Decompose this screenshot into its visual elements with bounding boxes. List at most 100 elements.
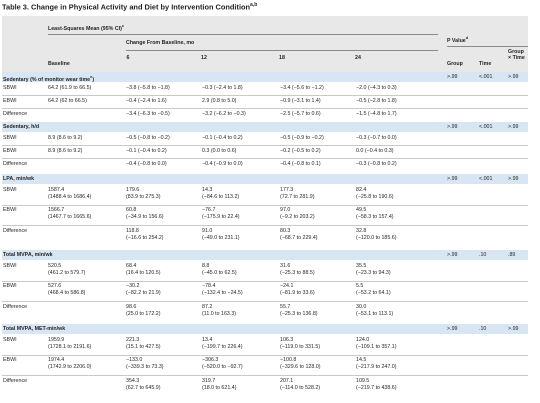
table-cell: (−25.3 to 88.5) <box>280 269 315 276</box>
table-cell: −2.0 (−4.3 to 0.3) <box>356 84 397 91</box>
table-cell: 82.4 <box>356 186 367 193</box>
row-divider <box>2 204 528 206</box>
table-cell: (−219.7 to 438.6) <box>356 384 397 391</box>
table-cell: (−16.6 to 254.2) <box>126 234 164 241</box>
table-cell: 319.7 <box>202 377 216 384</box>
table-cell: −3.2 (−6.2 to −0.3) <box>202 110 246 117</box>
table-cell: 64.2 (61.9 to 66.5) <box>48 84 92 91</box>
table-cell: 179.6 <box>126 186 140 193</box>
table-cell: (−199.7 to 226.4) <box>202 343 243 350</box>
column-header-group-time: Group × Time <box>508 49 525 62</box>
table-cell: −76.7 <box>202 207 216 213</box>
table-cell: 520.5 <box>48 262 62 269</box>
table-cell: (−49.0 to 231.1) <box>202 234 240 241</box>
table-cell: 35.5 <box>356 262 367 269</box>
table-cell: 91.0 <box>202 227 213 234</box>
p-value-group: >.99 <box>447 175 458 182</box>
table-cell: −0.5 (−0.8 to −0.2) <box>126 134 170 141</box>
table-cell: 98.6 <box>126 303 137 310</box>
table-cell: (−25.3 to 136.8) <box>280 310 318 317</box>
table-cell: −0.4 (−2.4 to 1.6) <box>126 97 167 104</box>
table-title: Table 3. Change in Physical Activity and… <box>2 2 258 12</box>
table-cell: −0.3 (−2.4 to 1.8) <box>202 84 243 91</box>
p-value-gxt: .89 <box>508 251 516 258</box>
section-header <box>2 250 528 260</box>
table-cell: −0.4 (−0.8 to 0.1) <box>280 160 321 167</box>
row-label: EBWI <box>3 147 17 154</box>
table-cell: (1467.7 to 1665.6) <box>48 214 92 220</box>
row-label: Difference <box>3 160 28 167</box>
table-cell: 1959.9 <box>48 336 65 343</box>
table-cell: (−45.0 to 62.5) <box>202 269 237 276</box>
table-cell: −30.2 <box>126 283 140 289</box>
row-divider <box>2 375 528 376</box>
table-cell: (−84.6 to 113.2) <box>202 193 240 200</box>
row-divider <box>2 354 528 356</box>
table-cell: −3.4 (−5.6 to −1.2) <box>280 84 324 91</box>
row-label: SBWI <box>3 336 17 343</box>
table-cell: 14.3 <box>202 186 213 193</box>
table-cell: −0.5 (−2.8 to 1.8) <box>356 97 397 104</box>
table-cell: 1566.7 <box>48 207 65 213</box>
table-cell: 87.2 <box>202 303 213 310</box>
table-cell: 221.3 <box>126 336 140 343</box>
table-cell: (−175.9 to 22.4) <box>202 214 240 220</box>
table-cell: −78.4 <box>202 283 216 289</box>
p-value-time: <.001 <box>479 73 493 80</box>
table-cell: (−109.1 to 357.1) <box>356 343 397 350</box>
table-cell: 527.6 <box>48 283 62 289</box>
group-header-least-squares-mean: Least-Squares Mean (95% CI)c <box>48 23 125 32</box>
table-cell: (468.4 to 586.8) <box>48 290 86 296</box>
table-cell: (18.0 to 621.4) <box>202 384 237 391</box>
table-cell: −3.8 (−5.8 to −1.8) <box>126 84 170 91</box>
table-cell: −0.9 (−3.1 to 1.4) <box>280 97 321 104</box>
row-label: EBWI <box>3 283 17 289</box>
header-rule-ls-mean <box>48 34 438 35</box>
section-header <box>2 324 528 334</box>
table-cell: 177.3 <box>280 186 294 193</box>
table-cell: (−119.0 to 331.5) <box>280 343 321 350</box>
header-rule-change <box>126 50 438 51</box>
table-cell: −0.3 (−0.7 to 0.0) <box>356 134 397 141</box>
table-cell: 68.4 <box>126 262 137 269</box>
table-cell: (−120.0 to 185.6) <box>356 234 397 241</box>
p-value-gxt: >.99 <box>508 325 519 332</box>
table-cell: (−68.7 to 229.4) <box>280 234 318 241</box>
table-cell: (−329.6 to 128.0) <box>280 364 321 370</box>
section-title: Sedentary (% of monitor wear timee) <box>3 73 95 83</box>
table-cell: (−23.3 to 94.3) <box>356 269 391 276</box>
table-cell: (−217.9 to 247.0) <box>356 364 397 370</box>
column-header-month-18: 18 <box>279 55 285 61</box>
p-value-group: >.99 <box>447 251 458 258</box>
row-divider <box>2 108 528 109</box>
table-cell: (1728.1 to 2191.6) <box>48 343 92 350</box>
table-cell: 8.9 (8.6 to 9.2) <box>48 147 83 154</box>
table-cell: (1488.4 to 1686.4) <box>48 193 92 200</box>
row-divider <box>2 301 528 302</box>
table-cell: (−339.3 to 73.3) <box>126 364 164 370</box>
p-value-group: >.99 <box>447 73 458 80</box>
table-cell: 60.8 <box>126 207 137 213</box>
table-cell: (−114.0 to 528.2) <box>280 384 321 391</box>
table-cell: (461.2 to 579.7) <box>48 269 86 276</box>
p-value-group: >.99 <box>447 325 458 332</box>
row-label: EBWI <box>3 207 17 213</box>
table-cell: (−34.9 to 156.6) <box>126 214 164 220</box>
row-label: EBWI <box>3 97 17 104</box>
table-cell: −0.1 (−0.4 to 0.2) <box>202 134 243 141</box>
table-cell: (11.0 to 163.3) <box>202 310 237 317</box>
table-cell: (25.0 to 172.2) <box>126 310 161 317</box>
table-cell: 0.0 (−0.4 to 0.3) <box>356 147 394 154</box>
table-cell: 30.0 <box>356 303 367 310</box>
table-cell: −2.5 (−5.7 to 0.6) <box>280 110 321 117</box>
column-header-month-24: 24 <box>355 55 361 61</box>
table-cell: (−81.9 to 33.6) <box>280 290 315 296</box>
table-cell: (62.7 to 645.9) <box>126 384 161 391</box>
row-divider <box>2 158 528 159</box>
row-label: Difference <box>3 303 28 310</box>
table-cell: −133.0 <box>126 357 143 363</box>
row-label: EBWI <box>3 357 17 363</box>
p-value-time: .10 <box>479 251 487 258</box>
table-cell: 0.3 (0.0 to 0.6) <box>202 147 237 154</box>
table-cell: 80.3 <box>280 227 291 234</box>
